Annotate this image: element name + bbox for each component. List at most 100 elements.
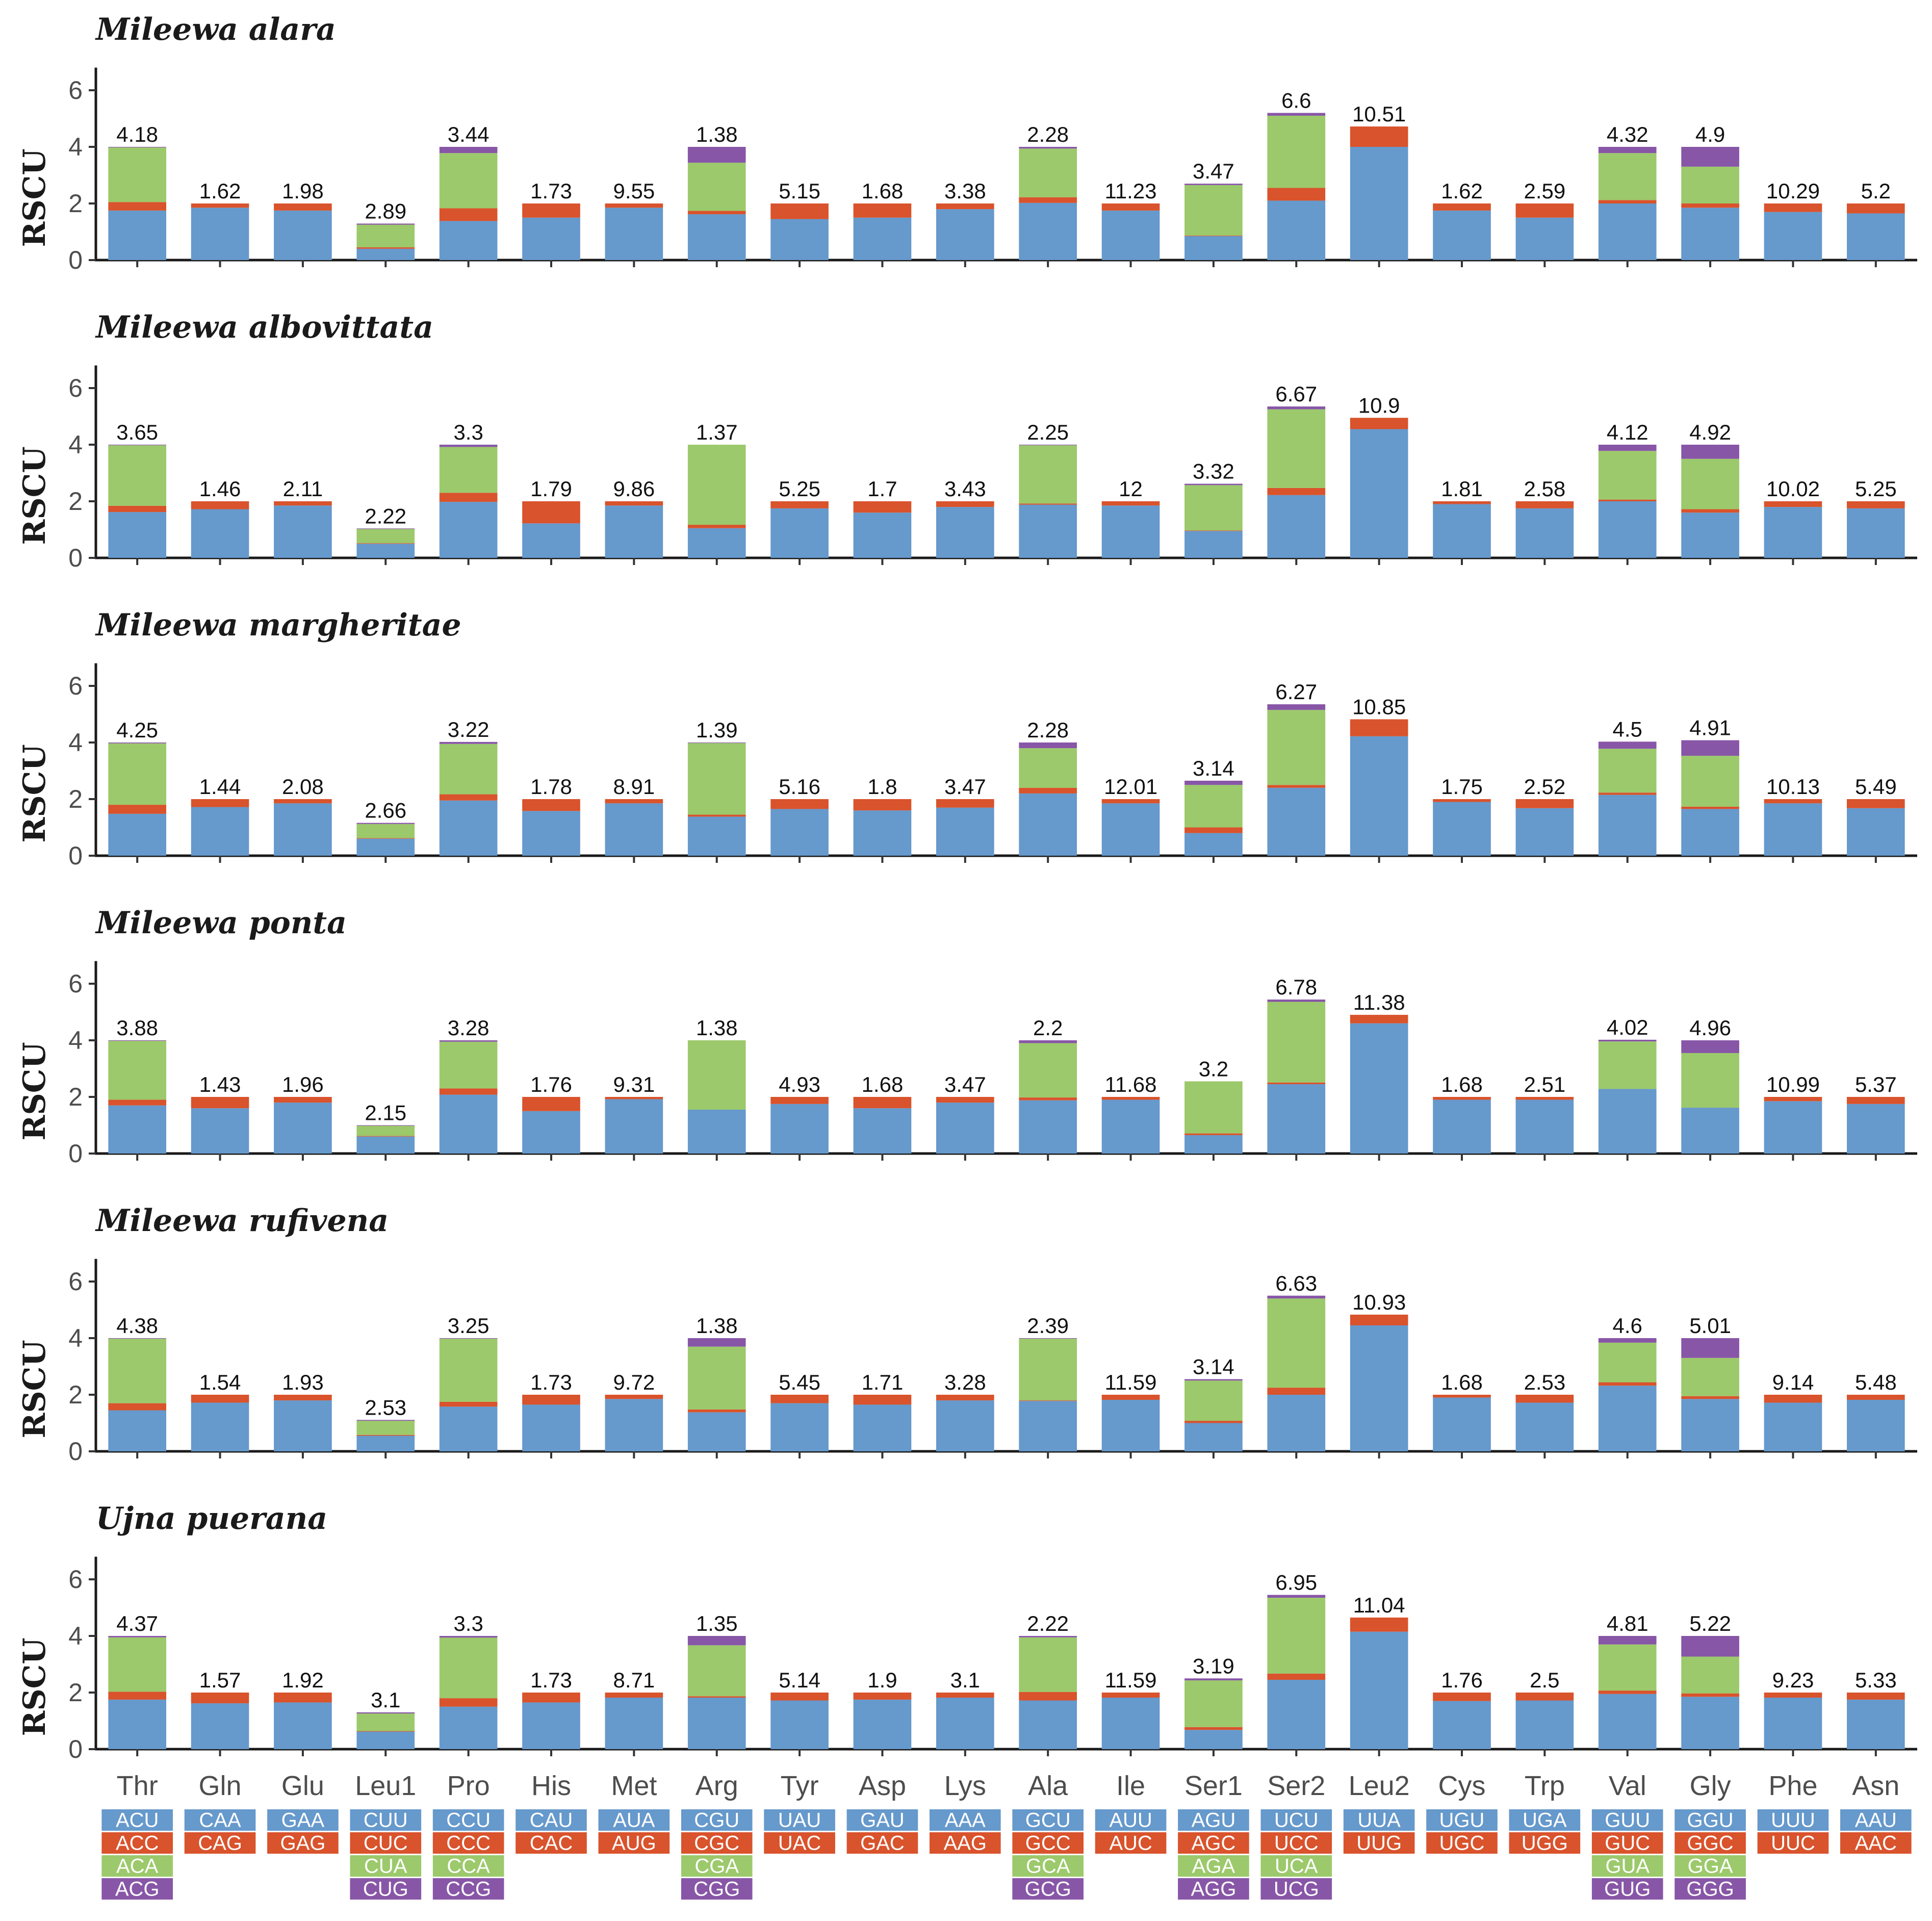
panel: Mileewa ponta RSCU 0 2 4 6 3.88 1.43 1.96 2.15 3.2…: [17, 905, 1917, 1168]
data-label: 12.01: [1104, 775, 1157, 799]
y-axis-label: RSCU: [17, 148, 53, 247]
x-tick-label: Ser2: [1267, 1771, 1325, 1801]
bar-segment: [356, 824, 415, 838]
bar-segment: [853, 1699, 912, 1749]
data-label: 1.71: [862, 1370, 904, 1394]
codon-box: [598, 1832, 670, 1854]
data-label: 4.38: [116, 1314, 158, 1338]
bar-segment: [108, 1636, 167, 1637]
bar-segment: [687, 528, 746, 558]
codon-label: AUA: [613, 1809, 655, 1832]
bar-segment: [356, 1136, 415, 1137]
codon-label: CCC: [446, 1832, 491, 1855]
bar-segment: [1433, 799, 1491, 802]
data-label: 10.02: [1766, 477, 1820, 501]
codon-box: [432, 1878, 504, 1900]
data-label: 1.9: [867, 1668, 897, 1692]
y-tick-label: 0: [68, 1437, 83, 1466]
bar-segment: [356, 1125, 415, 1126]
bar-segment: [1433, 1693, 1491, 1701]
bar-segment: [687, 1040, 746, 1110]
data-label: 2.58: [1524, 477, 1565, 501]
codon-label: UUA: [1357, 1809, 1401, 1832]
bar-segment: [108, 1040, 167, 1041]
bar-segment: [1598, 1694, 1657, 1749]
codon-box: [516, 1832, 587, 1854]
bar-segment: [1019, 1040, 1077, 1043]
bar-segment: [1598, 1386, 1657, 1451]
bar-segment: [1019, 503, 1077, 505]
bar-segment: [191, 1402, 249, 1451]
bar-segment: [522, 799, 580, 811]
data-label: 2.22: [365, 504, 406, 528]
codon-box: [1591, 1809, 1663, 1831]
bar-segment: [1681, 166, 1739, 203]
codon-label: UCC: [1274, 1832, 1319, 1855]
codon-label: GGG: [1686, 1878, 1734, 1901]
bar-segment: [1184, 833, 1243, 856]
data-label: 3.25: [448, 1314, 490, 1338]
bar-segment: [191, 799, 249, 807]
data-label: 11.68: [1105, 1072, 1157, 1096]
data-label: 5.33: [1855, 1668, 1897, 1692]
bar-segment: [1350, 429, 1408, 558]
bar-segment: [274, 501, 332, 506]
data-label: 4.12: [1607, 420, 1648, 444]
data-label: 2.53: [1524, 1370, 1565, 1394]
bar-segment: [1101, 803, 1160, 856]
y-tick-label: 4: [68, 430, 83, 459]
bar-segment: [605, 1399, 663, 1451]
data-label: 1.68: [1441, 1370, 1483, 1394]
y-tick-label: 0: [68, 841, 83, 870]
bar-segment: [1184, 531, 1243, 558]
y-tick-label: 4: [68, 728, 83, 757]
data-label: 1.62: [199, 179, 241, 203]
bar-segment: [1681, 809, 1739, 856]
data-label: 3.1: [950, 1668, 980, 1692]
bar-segment: [1846, 1395, 1905, 1400]
codon-box: [681, 1832, 753, 1854]
bar-segment: [687, 214, 746, 260]
data-label: 10.9: [1358, 393, 1400, 417]
y-tick-label: 0: [68, 544, 83, 572]
y-tick-label: 2: [68, 1380, 83, 1409]
bar-segment: [1515, 1700, 1574, 1749]
data-label: 10.93: [1352, 1290, 1406, 1314]
bar-segment: [191, 1108, 249, 1154]
data-label: 9.72: [613, 1370, 655, 1394]
codon-box: [267, 1809, 339, 1831]
bar-segment: [1019, 148, 1077, 197]
panel: Mileewa margheritae RSCU 0 2 4 6 4.25 1.44 2.08 2…: [17, 607, 1917, 870]
bar-segment: [274, 1395, 332, 1401]
bar-segment: [853, 203, 912, 218]
bar-segment: [1350, 1325, 1408, 1451]
bar-segment: [1681, 1693, 1739, 1697]
bar-segment: [1184, 483, 1243, 485]
bar-segment: [108, 445, 167, 506]
codon-label: AGC: [1192, 1832, 1236, 1855]
data-label: 4.32: [1607, 122, 1648, 146]
bar-segment: [1764, 1697, 1822, 1749]
bar-segment: [853, 1108, 912, 1154]
codon-box: [1675, 1878, 1746, 1900]
bar-segment: [1764, 1101, 1822, 1154]
codon-label: GGC: [1687, 1832, 1734, 1855]
bar-segment: [522, 1395, 580, 1405]
bar-segment: [1598, 1382, 1657, 1386]
data-label: 3.3: [453, 1611, 483, 1635]
bar-segment: [108, 1692, 167, 1700]
bar-segment: [439, 445, 498, 447]
bar-segment: [1350, 147, 1408, 260]
bar-segment: [522, 1702, 580, 1749]
y-tick-label: 6: [68, 1267, 83, 1296]
bar-segment: [687, 211, 746, 215]
bar-segment: [687, 743, 746, 815]
data-label: 1.62: [1441, 179, 1483, 203]
bar-segment: [274, 1097, 332, 1103]
bar-segment: [1433, 210, 1491, 260]
data-label: 9.23: [1772, 1668, 1814, 1692]
y-tick-label: 0: [68, 1139, 83, 1168]
y-tick-label: 6: [68, 76, 83, 105]
data-label: 5.22: [1689, 1611, 1731, 1635]
y-tick-label: 2: [68, 1678, 83, 1707]
